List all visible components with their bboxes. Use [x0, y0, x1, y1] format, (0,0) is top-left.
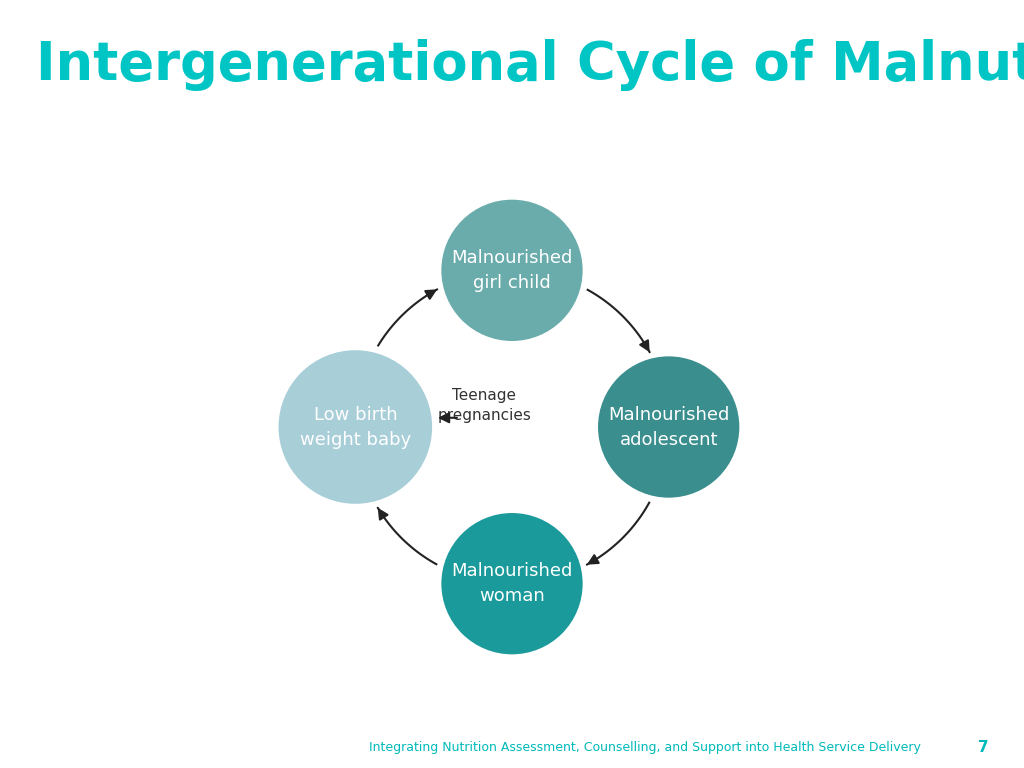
Text: Intergenerational Cycle of Malnutrition: Intergenerational Cycle of Malnutrition — [36, 38, 1024, 91]
Text: 7: 7 — [978, 740, 988, 755]
Text: Teenage
pregnancies: Teenage pregnancies — [437, 388, 531, 423]
Text: Malnourished
girl child: Malnourished girl child — [452, 249, 572, 292]
Circle shape — [279, 350, 432, 504]
Text: Integrating Nutrition Assessment, Counselling, and Support into Health Service D: Integrating Nutrition Assessment, Counse… — [369, 741, 921, 753]
Circle shape — [441, 200, 583, 341]
Text: Malnourished
adolescent: Malnourished adolescent — [608, 406, 729, 449]
Text: Malnourished
woman: Malnourished woman — [452, 562, 572, 605]
Text: Low birth
weight baby: Low birth weight baby — [300, 406, 411, 449]
Circle shape — [598, 356, 739, 498]
Circle shape — [441, 513, 583, 654]
